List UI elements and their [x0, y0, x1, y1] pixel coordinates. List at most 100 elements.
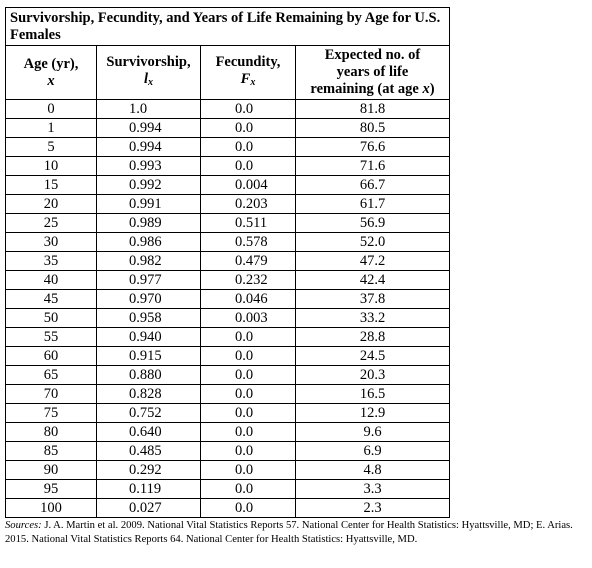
- column-header-age: Age (yr), x: [5, 45, 97, 100]
- fecundity-cell: 0.0: [200, 460, 296, 480]
- age-cell: 25: [5, 213, 97, 233]
- age-cell: 50: [5, 308, 97, 328]
- fecundity-header-label: Fecundity,: [215, 54, 281, 70]
- expected-header-line3-end: ): [429, 81, 435, 97]
- age-cell: 0: [5, 99, 97, 119]
- survivorship-cell: 0.982: [96, 251, 201, 271]
- title-row: Survivorship, Fecundity, and Years of Li…: [5, 7, 450, 46]
- survivorship-cell: 0.994: [96, 137, 201, 157]
- survivorship-cell: 0.992: [96, 175, 201, 195]
- expected-years-cell: 20.3: [295, 365, 450, 385]
- table-row: 55 0.940 0.0 28.8: [5, 327, 450, 347]
- column-header-expected: Expected no. of years of life remaining …: [295, 45, 450, 100]
- age-cell: 100: [5, 498, 97, 518]
- survivorship-cell: 0.940: [96, 327, 201, 347]
- fecundity-cell: 0.0: [200, 479, 296, 499]
- expected-header-symbol: x: [422, 81, 430, 97]
- survivorship-header-label: Survivorship,: [106, 54, 191, 70]
- survivorship-cell: 0.119: [96, 479, 201, 499]
- table-row: 40 0.977 0.232 42.4: [5, 270, 450, 290]
- age-cell: 95: [5, 479, 97, 499]
- table-row: 20 0.991 0.203 61.7: [5, 194, 450, 214]
- survivorship-cell: 0.993: [96, 156, 201, 176]
- table-row: 95 0.119 0.0 3.3: [5, 479, 450, 499]
- fecundity-header-symbol: F: [240, 71, 251, 87]
- survivorship-cell: 0.994: [96, 118, 201, 138]
- sources-lead: Sources:: [5, 520, 42, 531]
- expected-years-cell: 16.5: [295, 384, 450, 404]
- expected-years-cell: 24.5: [295, 346, 450, 366]
- table-row: 60 0.915 0.0 24.5: [5, 346, 450, 366]
- expected-years-cell: 47.2: [295, 251, 450, 271]
- sources-note: Sources: J. A. Martin et al. 2009. Natio…: [5, 519, 590, 547]
- table-title: Survivorship, Fecundity, and Years of Li…: [5, 7, 450, 46]
- age-cell: 85: [5, 441, 97, 461]
- fecundity-cell: 0.511: [200, 213, 296, 233]
- table-row: 50 0.958 0.003 33.2: [5, 308, 450, 328]
- expected-years-cell: 4.8: [295, 460, 450, 480]
- table-row: 90 0.292 0.0 4.8: [5, 460, 450, 480]
- table-row: 45 0.970 0.046 37.8: [5, 289, 450, 309]
- table-row: 1 0.994 0.0 80.5: [5, 118, 450, 138]
- age-cell: 55: [5, 327, 97, 347]
- fecundity-cell: 0.0: [200, 498, 296, 518]
- table-row: 25 0.989 0.511 56.9: [5, 213, 450, 233]
- expected-years-cell: 56.9: [295, 213, 450, 233]
- fecundity-cell: 0.004: [200, 175, 296, 195]
- expected-years-cell: 12.9: [295, 403, 450, 423]
- age-header-symbol: x: [47, 72, 55, 89]
- survivorship-cell: 0.958: [96, 308, 201, 328]
- survivorship-header-subscript: x: [148, 77, 154, 88]
- table-row: 10 0.993 0.0 71.6: [5, 156, 450, 176]
- expected-header-line2: years of life: [336, 64, 409, 80]
- age-cell: 60: [5, 346, 97, 366]
- document-page: Survivorship, Fecundity, and Years of Li…: [5, 7, 450, 518]
- expected-years-cell: 33.2: [295, 308, 450, 328]
- fecundity-cell: 0.0: [200, 384, 296, 404]
- expected-years-cell: 6.9: [295, 441, 450, 461]
- age-cell: 40: [5, 270, 97, 290]
- table-row: 75 0.752 0.0 12.9: [5, 403, 450, 423]
- expected-years-cell: 80.5: [295, 118, 450, 138]
- expected-years-cell: 76.6: [295, 137, 450, 157]
- fecundity-cell: 0.479: [200, 251, 296, 271]
- age-cell: 15: [5, 175, 97, 195]
- table-row: 70 0.828 0.0 16.5: [5, 384, 450, 404]
- fecundity-cell: 0.578: [200, 232, 296, 252]
- table-row: 5 0.994 0.0 76.6: [5, 137, 450, 157]
- fecundity-cell: 0.0: [200, 365, 296, 385]
- fecundity-header-subscript: x: [250, 77, 256, 88]
- fecundity-cell: 0.0: [200, 422, 296, 442]
- survivorship-cell: 0.292: [96, 460, 201, 480]
- age-cell: 75: [5, 403, 97, 423]
- fecundity-cell: 0.0: [200, 327, 296, 347]
- expected-years-cell: 3.3: [295, 479, 450, 499]
- fecundity-cell: 0.203: [200, 194, 296, 214]
- fecundity-cell: 0.0: [200, 441, 296, 461]
- fecundity-cell: 0.046: [200, 289, 296, 309]
- age-cell: 30: [5, 232, 97, 252]
- survivorship-cell: 1.0: [96, 99, 201, 119]
- age-cell: 65: [5, 365, 97, 385]
- expected-header-line3: remaining (at age: [310, 81, 423, 97]
- expected-years-cell: 28.8: [295, 327, 450, 347]
- survivorship-cell: 0.915: [96, 346, 201, 366]
- age-cell: 45: [5, 289, 97, 309]
- expected-years-cell: 9.6: [295, 422, 450, 442]
- age-cell: 20: [5, 194, 97, 214]
- survivorship-cell: 0.880: [96, 365, 201, 385]
- table-row: 0 1.0 0.0 81.8: [5, 99, 450, 119]
- fecundity-cell: 0.003: [200, 308, 296, 328]
- age-cell: 1: [5, 118, 97, 138]
- survivorship-cell: 0.640: [96, 422, 201, 442]
- header-row: Age (yr), x Survivorship, lx Fecundity, …: [5, 45, 450, 100]
- survivorship-cell: 0.970: [96, 289, 201, 309]
- column-header-fecundity: Fecundity, Fx: [200, 45, 296, 100]
- expected-years-cell: 52.0: [295, 232, 450, 252]
- survivorship-cell: 0.752: [96, 403, 201, 423]
- fecundity-cell: 0.0: [200, 99, 296, 119]
- fecundity-cell: 0.232: [200, 270, 296, 290]
- age-cell: 80: [5, 422, 97, 442]
- survivorship-header-symbol: l: [143, 71, 149, 87]
- survivorship-cell: 0.485: [96, 441, 201, 461]
